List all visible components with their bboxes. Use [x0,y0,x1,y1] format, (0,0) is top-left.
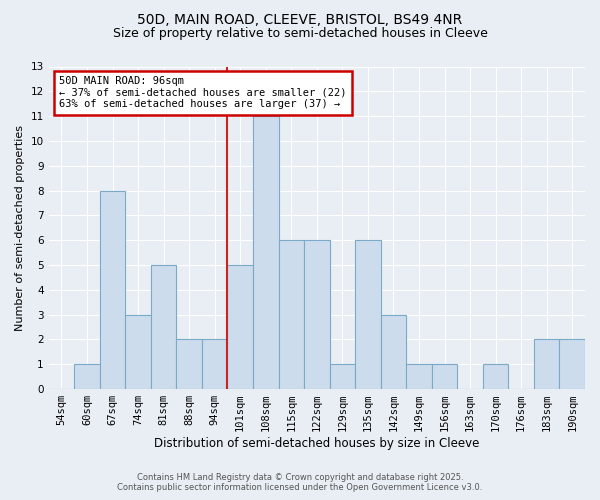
Bar [100,190,125,389]
Y-axis label: Number of semi-detached properties: Number of semi-detached properties [15,125,25,331]
Bar [278,240,304,389]
Text: Size of property relative to semi-detached houses in Cleeve: Size of property relative to semi-detach… [113,28,487,40]
Bar [329,364,355,389]
Bar [432,364,457,389]
Bar [355,240,380,389]
Bar [559,340,585,389]
Text: 50D, MAIN ROAD, CLEEVE, BRISTOL, BS49 4NR: 50D, MAIN ROAD, CLEEVE, BRISTOL, BS49 4N… [137,12,463,26]
Text: 50D MAIN ROAD: 96sqm
← 37% of semi-detached houses are smaller (22)
63% of semi-: 50D MAIN ROAD: 96sqm ← 37% of semi-detac… [59,76,347,110]
X-axis label: Distribution of semi-detached houses by size in Cleeve: Distribution of semi-detached houses by … [154,437,479,450]
Bar [151,265,176,389]
Bar [253,116,278,389]
Bar [227,265,253,389]
Bar [304,240,329,389]
Bar [406,364,432,389]
Bar [176,340,202,389]
Bar [202,340,227,389]
Bar [534,340,559,389]
Text: Contains HM Land Registry data © Crown copyright and database right 2025.
Contai: Contains HM Land Registry data © Crown c… [118,473,482,492]
Bar [380,314,406,389]
Bar [125,314,151,389]
Bar [74,364,100,389]
Bar [483,364,508,389]
